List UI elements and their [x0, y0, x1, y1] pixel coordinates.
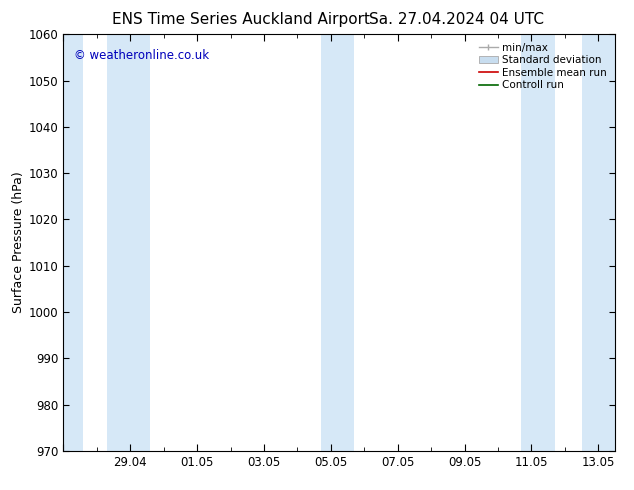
Text: © weatheronline.co.uk: © weatheronline.co.uk	[74, 49, 210, 62]
Text: Sa. 27.04.2024 04 UTC: Sa. 27.04.2024 04 UTC	[369, 12, 544, 27]
Y-axis label: Surface Pressure (hPa): Surface Pressure (hPa)	[11, 172, 25, 314]
Bar	[521, 34, 555, 451]
Legend: min/max, Standard deviation, Ensemble mean run, Controll run: min/max, Standard deviation, Ensemble me…	[476, 40, 610, 94]
Bar	[581, 34, 615, 451]
Bar	[321, 34, 354, 451]
Text: ENS Time Series Auckland Airport: ENS Time Series Auckland Airport	[112, 12, 370, 27]
Bar	[107, 34, 150, 451]
Bar	[63, 34, 84, 451]
